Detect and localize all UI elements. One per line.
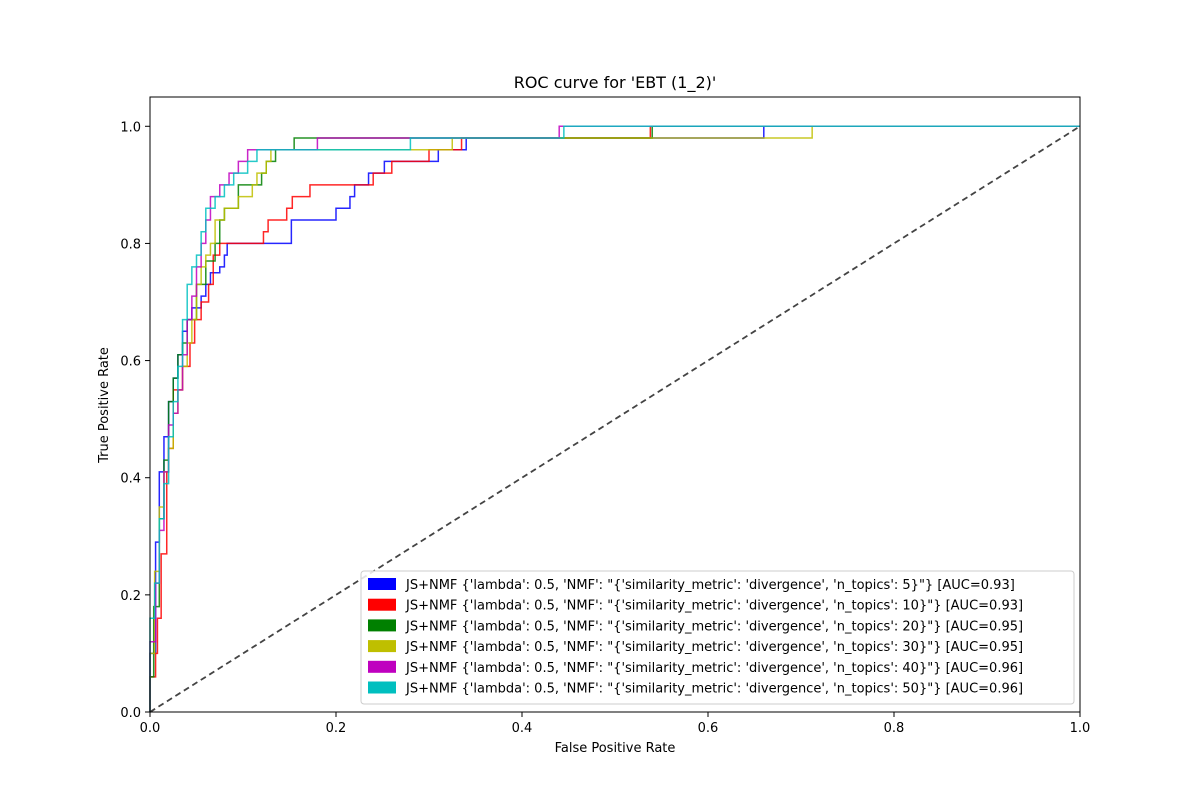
legend-label-3: JS+NMF {'lambda': 0.5, 'NMF': "{'similar… <box>405 619 1023 634</box>
plot-frame <box>149 96 1081 713</box>
y-tick-label: 0.8 <box>120 237 141 252</box>
x-tick-label: 1.0 <box>1070 721 1091 736</box>
x-tick-label: 0.2 <box>326 721 347 736</box>
legend-swatch-6 <box>368 681 396 694</box>
legend: JS+NMF {'lambda': 0.5, 'NMF': "{'similar… <box>360 570 1075 705</box>
roc-curves <box>149 125 1080 712</box>
legend-items: JS+NMF {'lambda': 0.5, 'NMF': "{'similar… <box>368 578 1023 697</box>
legend-swatch-5 <box>368 660 396 673</box>
y-tick-label: 0.4 <box>120 472 141 487</box>
x-axis-label: False Positive Rate <box>555 741 676 756</box>
legend-swatch-1 <box>368 578 396 590</box>
y-tick-label: 0.6 <box>120 355 141 370</box>
plot-area <box>149 96 1081 713</box>
x-tick-label: 0.0 <box>140 721 161 736</box>
legend-swatch-3 <box>368 619 396 632</box>
y-tick-label: 1.0 <box>120 120 141 135</box>
legend-label-1: JS+NMF {'lambda': 0.5, 'NMF': "{'similar… <box>405 578 1015 593</box>
chart-title: ROC curve for 'EBT (1_2)' <box>514 73 717 93</box>
y-axis-ticks: 0.0 0.2 0.4 0.6 0.8 1.0 <box>120 120 150 721</box>
y-axis-label: True Positive Rate <box>97 347 112 464</box>
chance-diagonal-line <box>149 125 1081 713</box>
roc-series-line-6 <box>149 125 1080 712</box>
y-tick-label: 0.2 <box>120 589 141 604</box>
legend-frame <box>360 570 1075 705</box>
roc-series-line-2 <box>149 125 1080 712</box>
legend-label-5: JS+NMF {'lambda': 0.5, 'NMF': "{'similar… <box>405 661 1023 676</box>
y-tick-label: 0.0 <box>120 706 141 721</box>
legend-label-6: JS+NMF {'lambda': 0.5, 'NMF': "{'similar… <box>405 682 1023 697</box>
legend-label-2: JS+NMF {'lambda': 0.5, 'NMF': "{'similar… <box>405 599 1023 614</box>
x-tick-label: 0.6 <box>698 721 719 736</box>
x-axis-ticks: 0.0 0.2 0.4 0.6 0.8 1.0 <box>140 712 1091 736</box>
legend-swatch-4 <box>368 640 396 653</box>
x-tick-label: 0.8 <box>884 721 905 736</box>
legend-label-4: JS+NMF {'lambda': 0.5, 'NMF': "{'similar… <box>405 640 1023 655</box>
legend-swatch-2 <box>368 598 396 611</box>
x-tick-label: 0.4 <box>512 721 533 736</box>
